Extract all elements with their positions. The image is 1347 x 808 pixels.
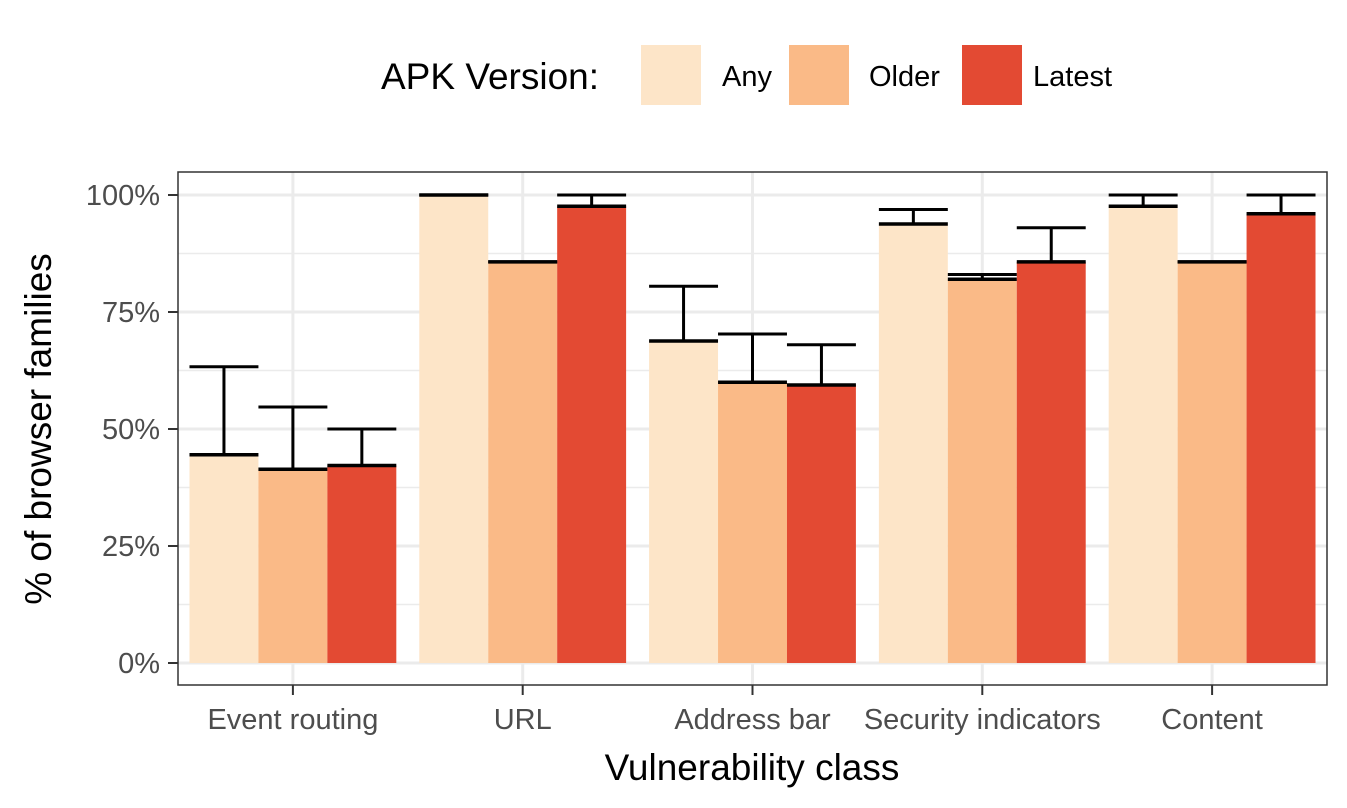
legend-label: Any — [722, 61, 772, 93]
error-bar — [1246, 193, 1316, 216]
bar-latest — [557, 206, 627, 663]
legend-item-any: Any — [641, 45, 772, 105]
y-tick-label: 25% — [102, 531, 160, 563]
legend-label: Latest — [1033, 61, 1112, 93]
y-tick-label: 50% — [102, 414, 160, 446]
y-axis-title: % of browser families — [18, 253, 59, 605]
bar-older — [258, 469, 328, 663]
error-bar — [718, 332, 787, 384]
x-tick-label: Address bar — [674, 704, 831, 736]
x-axis-title: Vulnerability class — [605, 747, 900, 788]
error-bar — [189, 365, 259, 457]
legend-key — [641, 45, 701, 105]
y-axis: 0% 25% 50% 75% 100% — [86, 180, 178, 680]
error-bar — [557, 193, 627, 208]
error-bar — [258, 405, 328, 471]
bars — [189, 195, 1316, 664]
x-tick-label: Event routing — [207, 704, 378, 736]
bar-latest — [1016, 261, 1086, 663]
error-bar — [1016, 226, 1086, 264]
error-bar — [649, 284, 719, 343]
bar-latest — [327, 465, 397, 663]
error-bar — [1108, 193, 1178, 208]
bar-older — [1177, 261, 1247, 663]
bar-any — [1108, 206, 1178, 663]
bar-older — [718, 382, 787, 663]
error-bars — [189, 193, 1316, 471]
y-tick-label: 100% — [86, 180, 160, 212]
error-bar — [947, 273, 1017, 281]
bar-any — [419, 195, 489, 663]
y-tick-label: 75% — [102, 297, 160, 329]
legend-title: APK Version: — [381, 56, 599, 97]
error-bar — [327, 427, 397, 468]
x-tick-label: Security indicators — [864, 704, 1101, 736]
bar-any — [189, 454, 259, 663]
legend: APK Version: Any Older Latest — [381, 45, 1112, 105]
x-axis: Event routing URL Address bar Security indi… — [207, 685, 1263, 736]
legend-label: Older — [869, 61, 940, 93]
legend-key — [962, 45, 1022, 105]
bar-older — [488, 261, 558, 663]
x-tick-label: Content — [1161, 704, 1263, 736]
legend-key — [789, 45, 849, 105]
bar-any — [878, 224, 948, 664]
bar-latest — [1246, 213, 1316, 663]
bar-latest — [786, 385, 856, 663]
x-tick-label: URL — [494, 704, 552, 736]
bar-older — [947, 279, 1017, 663]
bar-any — [649, 341, 719, 663]
legend-item-older: Older — [789, 45, 940, 105]
error-bar — [786, 343, 856, 387]
legend-item-latest: Latest — [962, 45, 1112, 105]
y-tick-label: 0% — [118, 648, 160, 680]
error-bar — [878, 208, 948, 226]
